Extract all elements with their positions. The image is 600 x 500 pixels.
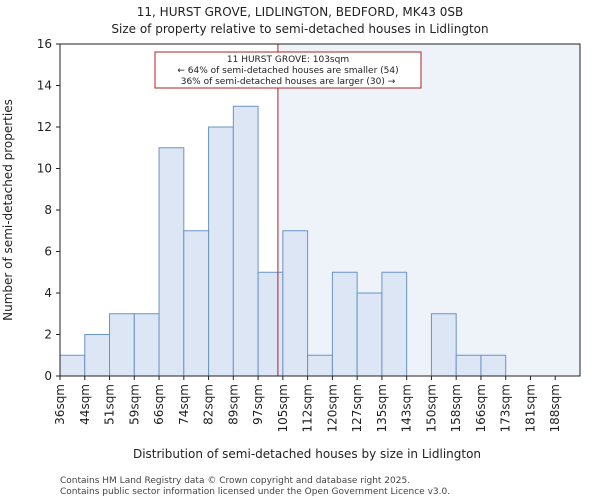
annotation-line-2: ← 64% of semi-detached houses are smalle… <box>177 66 398 76</box>
footer-licence: Contains public sector information licen… <box>60 487 450 497</box>
bar-66sqm <box>158 147 185 377</box>
y-tick-label-14: 14 <box>37 79 52 93</box>
bar-59sqm <box>133 313 160 377</box>
bar-150sqm <box>430 313 457 377</box>
bar-135sqm <box>381 271 408 377</box>
annotation-box: 11 HURST GROVE: 103sqm ← 64% of semi-det… <box>154 51 422 89</box>
y-tick-label-10: 10 <box>37 162 52 176</box>
y-tick-label-0: 0 <box>44 369 52 383</box>
x-tick-label-105sqm: 105sqm <box>276 384 290 432</box>
x-tick-label-89sqm: 89sqm <box>226 384 240 425</box>
bar-36sqm <box>59 354 86 377</box>
y-tick-label-8: 8 <box>44 203 52 217</box>
x-tick-label-150sqm: 150sqm <box>424 384 438 432</box>
x-tick-label-112sqm: 112sqm <box>301 384 315 432</box>
footer-copyright: Contains HM Land Registry data © Crown c… <box>60 476 410 486</box>
bar-89sqm <box>232 105 259 377</box>
x-tick-label-173sqm: 173sqm <box>499 384 513 432</box>
bar-158sqm <box>455 354 482 377</box>
x-axis-label: Distribution of semi-detached houses by … <box>133 447 481 461</box>
y-tick-label-16: 16 <box>37 37 52 51</box>
annotation-line-1: 11 HURST GROVE: 103sqm <box>227 55 349 65</box>
x-tick-label-120sqm: 120sqm <box>325 384 339 432</box>
x-tick-label-97sqm: 97sqm <box>251 384 265 425</box>
x-tick-label-188sqm: 188sqm <box>548 384 562 432</box>
x-tick-label-158sqm: 158sqm <box>449 384 463 432</box>
x-tick-label-82sqm: 82sqm <box>202 384 216 425</box>
bar-97sqm <box>257 271 284 377</box>
plot-area: 0 2 4 6 8 10 12 14 16 36sqm 44sqm 51sqm 59sqm 66sqm 74… <box>37 37 581 432</box>
y-axis-label: Number of semi-detached properties <box>1 99 15 321</box>
x-tick-label-135sqm: 135sqm <box>375 384 389 432</box>
x-tick-label-166sqm: 166sqm <box>474 384 488 432</box>
bar-127sqm <box>356 292 383 377</box>
y-tick-label-2: 2 <box>44 328 52 342</box>
bar-105sqm <box>282 230 309 377</box>
x-tick-label-66sqm: 66sqm <box>152 384 166 425</box>
bar-51sqm <box>109 313 135 377</box>
y-tick-label-12: 12 <box>37 120 52 134</box>
bar-112sqm <box>307 354 333 377</box>
x-tick-label-51sqm: 51sqm <box>103 384 117 425</box>
x-tick-label-59sqm: 59sqm <box>127 384 141 425</box>
x-tick-label-74sqm: 74sqm <box>177 384 191 425</box>
x-tick-label-143sqm: 143sqm <box>400 384 414 432</box>
x-tick-label-127sqm: 127sqm <box>350 384 364 432</box>
larger-region-shade <box>277 44 580 376</box>
annotation-line-3: 36% of semi-detached houses are larger (… <box>181 77 396 87</box>
x-tick-label-181sqm: 181sqm <box>523 384 537 432</box>
bar-166sqm <box>480 354 507 377</box>
chart-subtitle: Size of property relative to semi-detach… <box>111 22 488 36</box>
y-tick-label-6: 6 <box>44 245 52 259</box>
bar-74sqm <box>183 230 210 377</box>
bar-120sqm <box>331 271 358 377</box>
bar-82sqm <box>208 126 234 377</box>
x-tick-label-44sqm: 44sqm <box>78 384 92 425</box>
bar-44sqm <box>84 334 111 377</box>
y-tick-label-4: 4 <box>44 286 52 300</box>
annotation-border <box>154 51 422 89</box>
x-tick-label-36sqm: 36sqm <box>53 384 67 425</box>
chart-title: 11, HURST GROVE, LIDLINGTON, BEDFORD, MK… <box>137 5 463 19</box>
